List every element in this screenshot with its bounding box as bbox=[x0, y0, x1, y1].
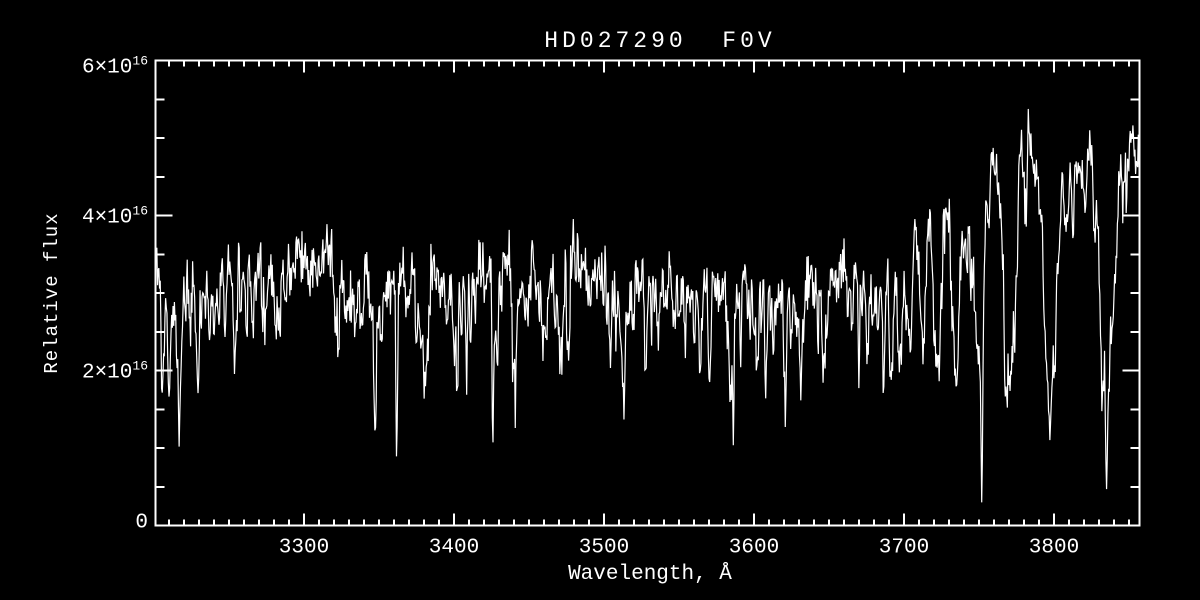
y-tick-label: 2×1016 bbox=[82, 359, 148, 385]
x-axis-label: Wavelength, Å bbox=[568, 563, 732, 586]
x-tick-label: 3400 bbox=[429, 537, 479, 560]
plot-frame bbox=[154, 59, 1141, 527]
axis-tick-labels: 3300 3400 3500 3600 3700 3800 0 2×1016 4×1016 6×1… bbox=[82, 54, 1079, 560]
y-tick-label: 4×1016 bbox=[82, 204, 148, 230]
y-tick-label: 0 bbox=[135, 512, 148, 535]
x-tick-label: 3500 bbox=[579, 537, 629, 560]
spectrum-line bbox=[155, 108, 1140, 503]
y-tick-label: 6×1016 bbox=[82, 54, 148, 80]
x-tick-label: 3800 bbox=[1029, 537, 1079, 560]
chart-title: HD027290 F0V bbox=[544, 28, 775, 54]
x-tick-label: 3700 bbox=[879, 537, 929, 560]
x-tick-label: 3300 bbox=[279, 537, 329, 560]
axis-ticks bbox=[155, 59, 1140, 527]
x-tick-label: 3600 bbox=[729, 537, 779, 560]
y-axis-label: Relative flux bbox=[41, 212, 63, 373]
